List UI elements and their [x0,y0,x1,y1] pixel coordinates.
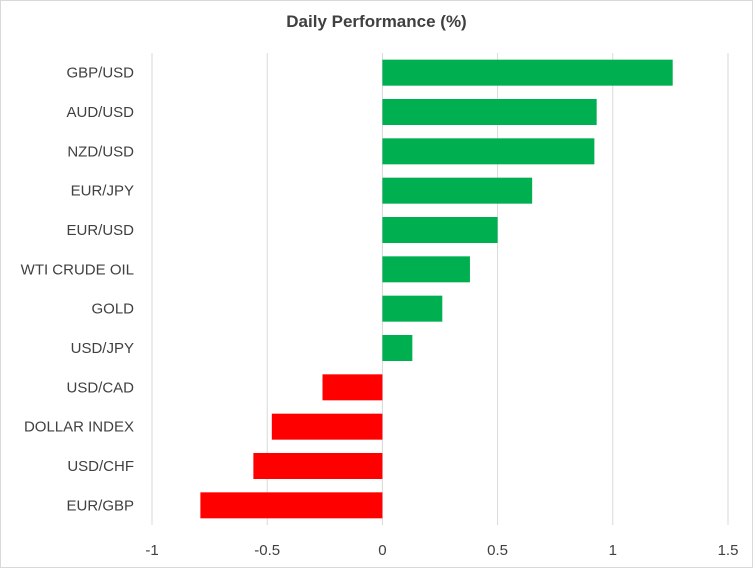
category-label: NZD/USD [67,143,134,160]
category-label: WTI CRUDE OIL [21,261,134,278]
gridlines [151,53,729,525]
bar-dollar-index [271,413,383,440]
x-tick-label: 0.5 [487,542,508,559]
category-label: DOLLAR INDEX [24,419,134,436]
bar-aud-usd [382,99,597,125]
x-tick-label: 0 [378,542,386,559]
category-label: EUR/USD [66,222,134,239]
bar-usd-jpy [382,335,413,361]
bar-usd-cad [322,374,383,401]
bar-gbp-usd [382,59,673,86]
x-tick-label: 1.5 [718,542,739,559]
bar-eur-gbp [200,492,383,519]
category-label: USD/JPY [71,340,134,357]
bar-wti-crude-oil [382,256,470,283]
bar-gold [382,295,443,322]
category-label: GOLD [91,301,134,318]
chart-title: Daily Performance (%) [286,12,467,31]
category-label: EUR/GBP [66,497,134,514]
category-label: EUR/JPY [71,183,134,200]
x-tick-label: -0.5 [254,542,280,559]
bar-usd-chf [253,453,383,479]
x-tick-labels: -1 -0.5 0 0.5 1 1.5 [145,542,738,559]
x-tick-label: 1 [609,542,617,559]
category-label: AUD/USD [66,104,134,121]
category-labels: GBP/USD AUD/USD NZD/USD EUR/JPY EUR/USD WTI C… [21,65,135,515]
bar-eur-jpy [382,177,533,204]
bar-eur-usd [382,217,498,243]
x-tick-label: -1 [145,542,158,559]
bar-nzd-usd [382,138,595,165]
bars [200,59,673,519]
category-label: USD/CHF [67,458,134,475]
category-label: GBP/USD [66,65,134,82]
category-label: USD/CAD [66,379,134,396]
